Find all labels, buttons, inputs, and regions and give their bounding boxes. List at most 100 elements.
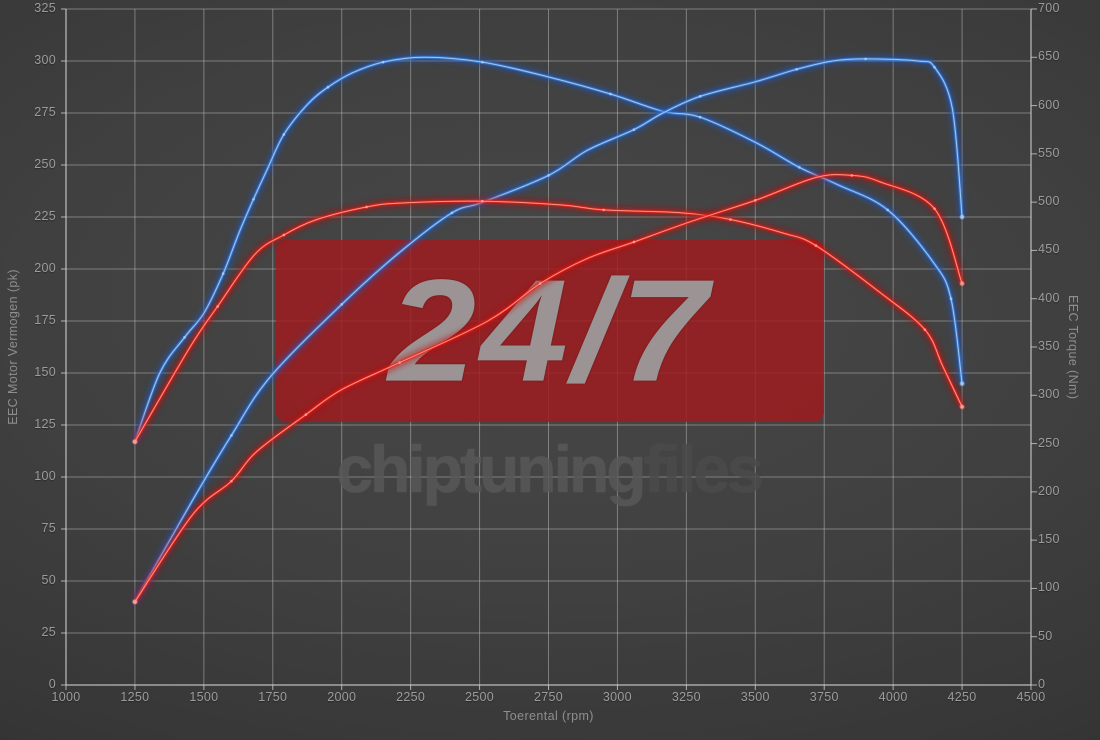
yright-label-650: 650	[1038, 49, 1060, 64]
watermark-brand-right: files	[643, 432, 764, 506]
series-original-torque-endpoint	[959, 404, 965, 410]
yleft-label-125: 125	[34, 417, 56, 431]
series-original-torque-marker	[365, 205, 368, 209]
yleft-label-25: 25	[41, 625, 56, 639]
yleft-label-325: 325	[34, 1, 56, 15]
series-original-power-endpoint	[959, 281, 965, 286]
series-tuned-power-marker	[698, 95, 702, 98]
series-original-power-marker	[230, 479, 233, 483]
series-original-power-marker	[933, 207, 936, 210]
series-tuned-torque-marker	[221, 272, 225, 275]
series-tuned-power-marker	[230, 434, 233, 437]
series-tuned-power-marker	[340, 303, 344, 306]
x-label-2000: 2000	[327, 690, 357, 704]
yright-label-100: 100	[1038, 580, 1060, 595]
series-tuned-power-marker	[864, 57, 867, 61]
series-tuned-torque-marker	[798, 166, 801, 169]
series-original-torque-marker	[216, 305, 219, 308]
series-tuned-power-marker	[547, 174, 550, 177]
x-label-4500: 4500	[1016, 690, 1046, 704]
yright-label-300: 300	[1038, 387, 1060, 402]
series-original-torque	[131, 197, 966, 444]
yright-label-550: 550	[1038, 145, 1060, 160]
series-tuned-torque	[131, 53, 966, 444]
series-tuned-torque-marker	[698, 115, 702, 119]
x-label-3500: 3500	[740, 690, 770, 704]
x-label-3250: 3250	[671, 690, 701, 704]
x-label-2250: 2250	[396, 690, 426, 704]
x-label-3000: 3000	[602, 690, 632, 704]
x-label-1500: 1500	[189, 690, 219, 704]
series-tuned-torque-marker	[183, 336, 186, 339]
series-original-torque-marker	[481, 199, 484, 203]
series-tuned-power-marker	[632, 128, 636, 131]
x-label-4000: 4000	[878, 690, 908, 704]
yleft-label-100: 100	[34, 469, 56, 483]
yleft-label-50: 50	[41, 573, 56, 587]
x-label-2750: 2750	[533, 690, 563, 704]
series-original-power-highlight	[134, 174, 963, 603]
series-original-torque-marker	[729, 218, 732, 221]
series-tuned-power-marker	[795, 68, 798, 71]
yright-label-200: 200	[1038, 483, 1060, 498]
series-original-power-marker	[398, 361, 401, 364]
yright-label-350: 350	[1038, 339, 1060, 353]
x-label-2500: 2500	[465, 690, 495, 704]
series-tuned-torque-marker	[326, 85, 330, 89]
x-label-3750: 3750	[809, 690, 839, 704]
watermark-brand-left: chiptuning	[336, 432, 646, 506]
yright-label-500: 500	[1038, 194, 1060, 209]
series-tuned-torque-marker	[886, 208, 889, 212]
series-tuned-power-highlight	[134, 58, 963, 603]
yleft-label-0: 0	[48, 677, 56, 691]
series-original-power-marker	[538, 282, 542, 285]
yright-label-0: 0	[1038, 677, 1046, 691]
series-tuned-torque-marker	[252, 197, 255, 201]
y-axis-title-left: EEC Motor Vermogen (pk)	[6, 269, 20, 425]
series-tuned-torque-marker	[949, 297, 953, 301]
watermark-badge: 24/7	[276, 240, 824, 422]
series-original-torque-marker	[282, 233, 286, 237]
series-tuned-torque-highlight	[134, 56, 963, 442]
yleft-label-200: 200	[34, 261, 56, 275]
yright-label-700: 700	[1038, 1, 1060, 15]
series-original-torque-glow	[131, 197, 966, 444]
series-original-torque-line	[133, 199, 964, 443]
yleft-label-300: 300	[34, 53, 56, 67]
series-original-power-marker	[850, 174, 854, 177]
x-label-1250: 1250	[120, 690, 150, 704]
yleft-label-275: 275	[34, 105, 56, 119]
series-original-power	[131, 170, 966, 604]
yleft-label-250: 250	[34, 157, 56, 171]
series-original-power-marker	[632, 240, 636, 244]
yright-label-250: 250	[1038, 435, 1060, 450]
yright-label-600: 600	[1038, 97, 1060, 112]
yright-label-150: 150	[1038, 532, 1060, 547]
series-original-power-marker	[304, 413, 308, 416]
yright-label-50: 50	[1038, 628, 1053, 643]
series-tuned-torque-marker	[481, 60, 484, 64]
series-original-power-marker	[753, 199, 757, 202]
yleft-label-150: 150	[34, 365, 56, 379]
x-label-4250: 4250	[947, 690, 977, 704]
yleft-label-175: 175	[34, 313, 56, 327]
series-original-torque-marker	[923, 328, 927, 331]
series-tuned-power-marker	[450, 211, 454, 215]
series-tuned-torque-marker	[282, 133, 286, 136]
series-original-torque-endpoint	[132, 439, 138, 444]
yright-label-450: 450	[1038, 242, 1060, 257]
series-tuned-power-endpoint	[959, 214, 965, 220]
series-tuned-torque-marker	[381, 60, 385, 64]
watermark-brand: chiptuningfiles	[66, 436, 1031, 502]
series-tuned-power-line	[133, 57, 964, 603]
yleft-label-225: 225	[34, 209, 56, 223]
series-original-torque-marker	[814, 244, 818, 247]
x-label-1000: 1000	[51, 690, 81, 704]
yleft-label-75: 75	[41, 521, 56, 535]
x-label-1750: 1750	[258, 690, 288, 704]
series-tuned-torque-marker	[609, 92, 612, 96]
series-tuned-power-glow	[131, 55, 966, 604]
series-tuned-torque-endpoint	[959, 381, 965, 386]
